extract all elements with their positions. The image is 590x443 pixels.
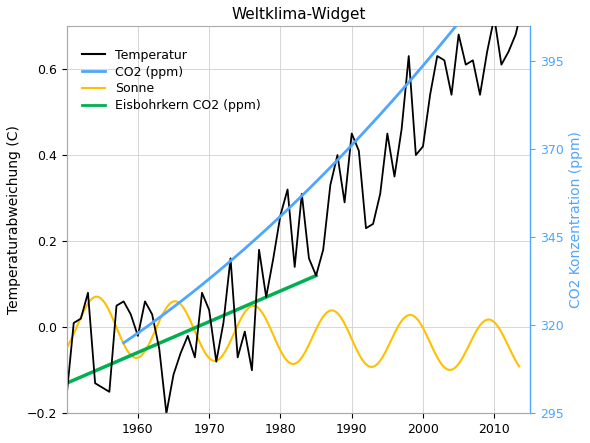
Y-axis label: Temperaturabweichung (C): Temperaturabweichung (C)	[7, 125, 21, 314]
Y-axis label: CO2 Konzentration (ppm): CO2 Konzentration (ppm)	[569, 131, 583, 308]
Title: Weltklima-Widget: Weltklima-Widget	[231, 7, 365, 22]
Legend: Temperatur, CO2 (ppm), Sonne, Eisbohrkern CO2 (ppm): Temperatur, CO2 (ppm), Sonne, Eisbohrker…	[77, 44, 266, 117]
